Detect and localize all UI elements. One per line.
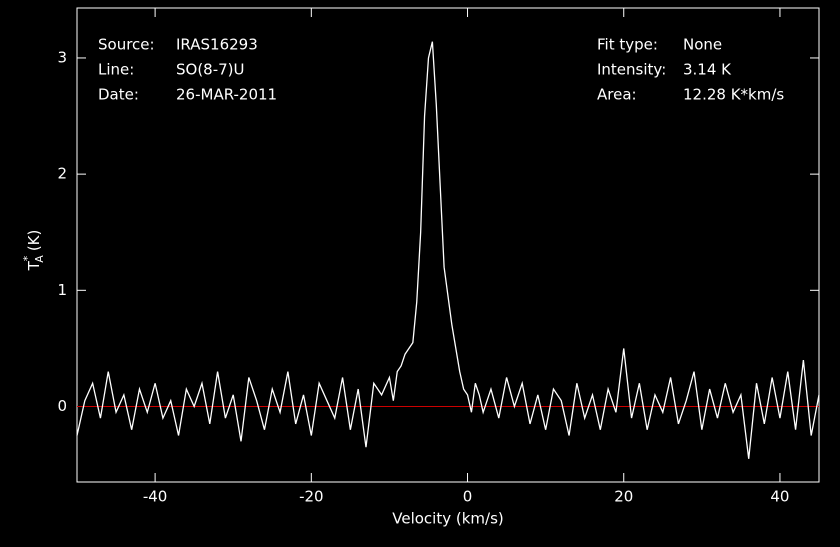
- annotation-value: 3.14 K: [683, 61, 732, 79]
- y-tick-label: 0: [57, 397, 67, 415]
- y-label-unit: (K): [25, 230, 43, 252]
- annotation-value: IRAS16293: [176, 36, 258, 54]
- x-tick-label: 0: [463, 488, 473, 506]
- annotation-label: Source:: [98, 36, 155, 54]
- annotation-label: Intensity:: [597, 61, 666, 79]
- annotation-label: Area:: [597, 86, 637, 104]
- annotation-label: Fit type:: [597, 36, 658, 54]
- y-label-subscript: A: [33, 255, 46, 263]
- y-label-symbol: T: [25, 260, 43, 271]
- plot-frame: [76, 7, 820, 483]
- annotation-value: SO(8-7)U: [176, 61, 245, 79]
- annotation-label: Date:: [98, 86, 139, 104]
- y-tick-label: 3: [57, 48, 67, 66]
- x-axis-label: Velocity (km/s): [392, 510, 503, 528]
- y-label-superscript: *: [21, 255, 34, 261]
- y-tick-label: 1: [57, 281, 67, 299]
- spectrum-line: [76, 41, 820, 459]
- annotation-label: Line:: [98, 61, 134, 79]
- annotation-value: 12.28 K*km/s: [683, 86, 784, 104]
- x-tick-label: -40: [143, 488, 168, 506]
- x-tick-label: 40: [770, 488, 789, 506]
- y-axis-label: T*A (K): [21, 230, 46, 272]
- annotation-value: 26-MAR-2011: [176, 86, 277, 104]
- x-tick-label: 20: [614, 488, 633, 506]
- annotation-value: None: [683, 36, 722, 54]
- x-tick-label: -20: [299, 488, 324, 506]
- y-tick-label: 2: [57, 165, 67, 183]
